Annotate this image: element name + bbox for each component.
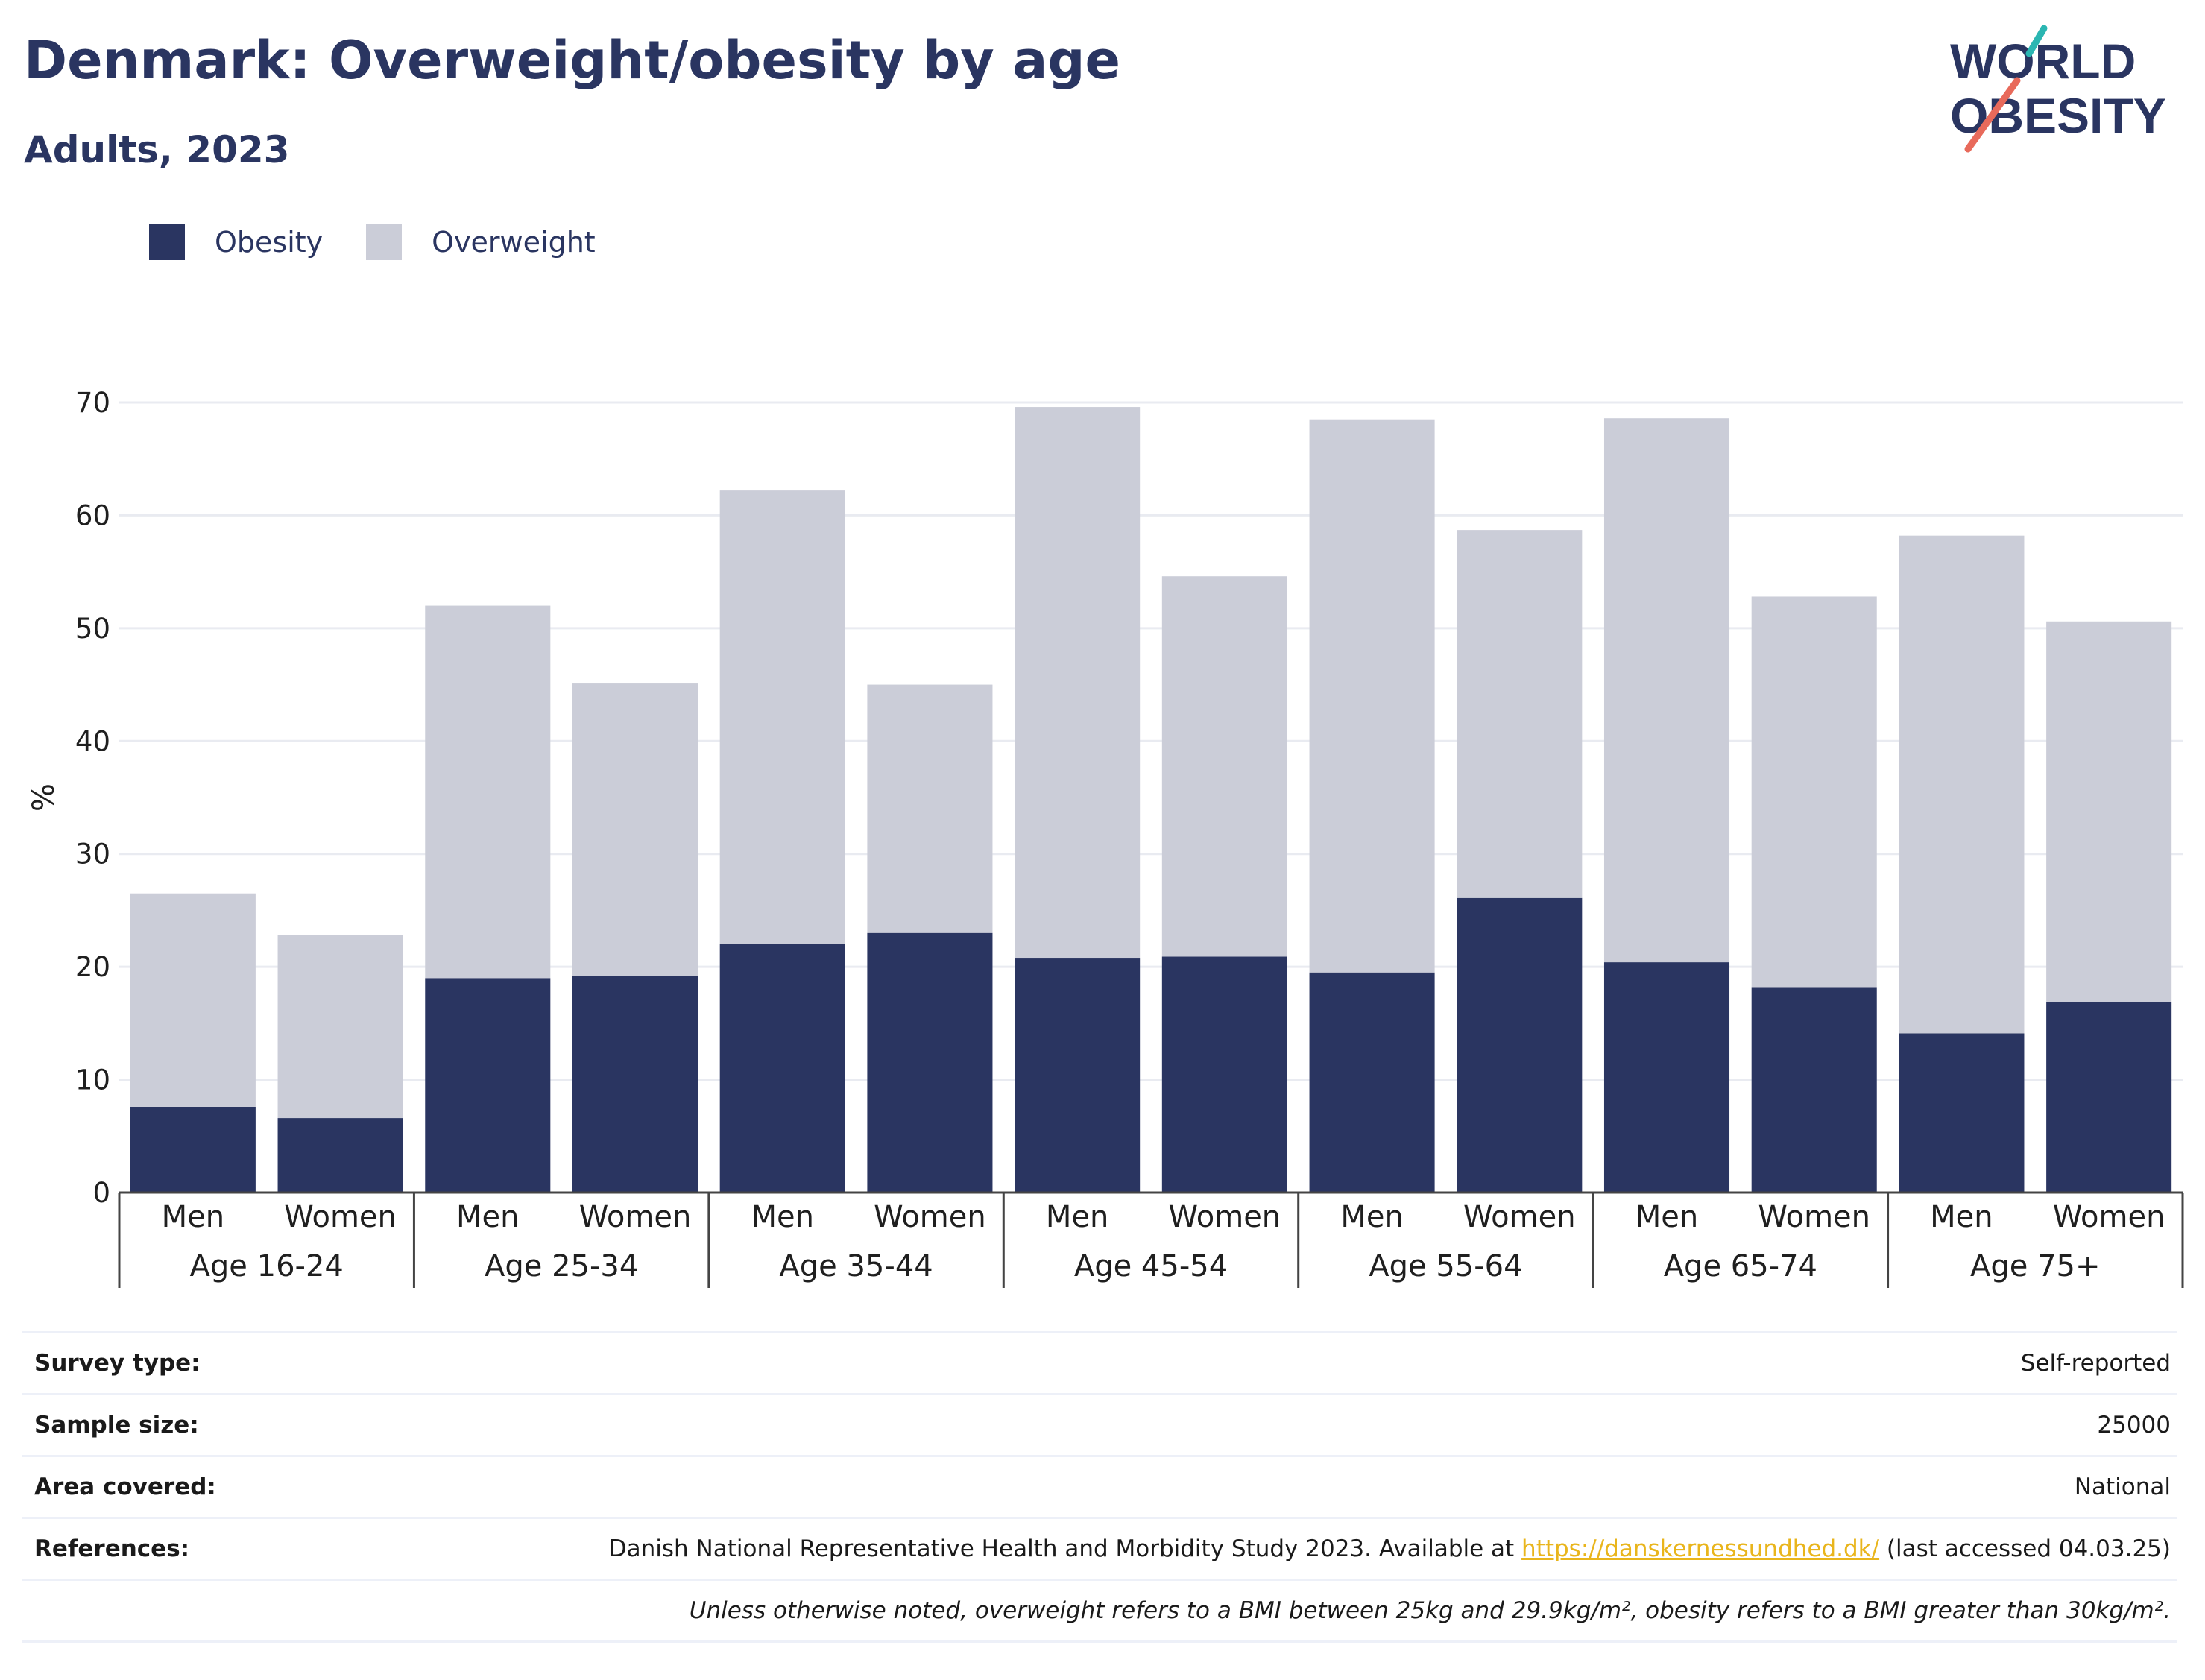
y-tick-label: 50 <box>75 613 110 645</box>
legend-item-overweight[interactable]: Overweight <box>366 224 596 260</box>
bar-obesity <box>2046 1002 2172 1193</box>
logo-slash-coral <box>1964 77 2021 153</box>
survey-type-label: Survey type: <box>34 1350 201 1377</box>
page-title: Denmark: Overweight/obesity by age <box>24 30 1120 91</box>
x-tick-label: Men <box>162 1200 224 1234</box>
bar-obesity <box>719 944 845 1193</box>
sample-size-value: 25000 <box>2097 1412 2171 1439</box>
y-tick-label: 0 <box>92 1177 110 1209</box>
bar-obesity <box>1603 962 1730 1193</box>
bar-obesity <box>277 1118 403 1193</box>
bar-obesity <box>1457 897 1583 1193</box>
bar-overweight <box>2046 621 2172 1002</box>
legend-label-overweight: Overweight <box>432 226 596 259</box>
survey-type-value: Self-reported <box>2020 1350 2171 1377</box>
bar-overweight <box>1603 418 1730 963</box>
legend-swatch-overweight <box>366 224 403 260</box>
bar-obesity <box>572 976 698 1193</box>
bar-obesity <box>425 978 551 1193</box>
bar-obesity <box>1899 1033 2025 1193</box>
x-tick-label: Men <box>1046 1200 1108 1234</box>
x-tick-label: Men <box>1930 1200 1993 1234</box>
x-tick-label: Men <box>751 1200 813 1234</box>
y-tick-label: 30 <box>75 839 110 871</box>
bar-obesity <box>1161 956 1287 1193</box>
x-tick-label: Women <box>579 1200 692 1234</box>
area-value: National <box>2074 1474 2171 1500</box>
info-row-note: Unless otherwise noted, overweight refer… <box>22 1581 2177 1643</box>
x-group-label: Age 65-74 <box>1664 1249 1817 1283</box>
chart-legend: Obesity Overweight <box>149 222 639 262</box>
references-label: References: <box>34 1535 190 1562</box>
x-tick-label: Women <box>1463 1200 1576 1234</box>
info-row-area: Area covered: National <box>22 1457 2177 1519</box>
legend-item-obesity[interactable]: Obesity <box>149 224 323 260</box>
y-tick-label: 10 <box>75 1064 110 1096</box>
x-tick-label: Women <box>2053 1200 2165 1234</box>
bar-obesity <box>1309 972 1435 1193</box>
definition-note: Unless otherwise noted, overweight refer… <box>689 1597 2171 1624</box>
x-tick-label: Men <box>1340 1200 1403 1234</box>
x-tick-label: Women <box>1758 1200 1870 1234</box>
legend-swatch-obesity <box>149 224 185 260</box>
info-row-references: References: Danish National Representati… <box>22 1519 2177 1581</box>
x-tick-label: Men <box>456 1200 519 1234</box>
info-row-sample-size: Sample size: 25000 <box>22 1395 2177 1457</box>
references-suffix: (last accessed 04.03.25) <box>1879 1535 2171 1562</box>
bar-overweight <box>130 893 256 1107</box>
page-subtitle: Adults, 2023 <box>24 128 290 171</box>
bar-overweight <box>1161 576 1287 957</box>
bar-chart: 0 10 20 30 40 50 60 70% Men Women Men Women Men Women… <box>27 387 2184 1288</box>
bar-overweight <box>1899 535 2025 1034</box>
bar-obesity <box>1015 958 1141 1193</box>
area-label: Area covered: <box>34 1474 216 1500</box>
x-tick-label: Women <box>1169 1200 1281 1234</box>
y-tick-label: 70 <box>75 387 110 419</box>
bar-overweight <box>1309 419 1435 973</box>
logo-line2: OBESITY <box>1950 88 2166 143</box>
x-tick-label: Men <box>1635 1200 1698 1234</box>
bar-overweight <box>572 683 698 976</box>
sample-size-label: Sample size: <box>34 1412 199 1439</box>
bar-obesity <box>867 932 993 1193</box>
x-tick-label: Women <box>874 1200 986 1234</box>
references-prefix: Danish National Representative Health an… <box>608 1535 1522 1562</box>
legend-label-obesity: Obesity <box>215 226 324 259</box>
logo-line1: WORLD <box>1950 34 2136 89</box>
x-group-label: Age 25-34 <box>485 1249 638 1283</box>
bar-overweight <box>719 490 845 944</box>
info-table: Survey type: Self-reported Sample size: … <box>22 1331 2177 1643</box>
bar-overweight <box>1015 407 1141 959</box>
x-group-label: Age 45-54 <box>1074 1249 1228 1283</box>
bar-overweight <box>1457 530 1583 898</box>
bar-overweight <box>1751 596 1877 988</box>
y-tick-label: 40 <box>75 725 110 757</box>
references-value: Danish National Representative Health an… <box>609 1535 2177 1562</box>
info-row-survey-type: Survey type: Self-reported <box>22 1331 2177 1395</box>
logo-slash-teal <box>2025 25 2048 57</box>
bar-obesity <box>1751 987 1877 1193</box>
world-obesity-logo: WORLD OBESITY <box>1950 25 2166 153</box>
references-link[interactable]: https://danskernessundhed.dk/ <box>1521 1535 1880 1562</box>
x-tick-label: Women <box>284 1200 397 1234</box>
bar-obesity <box>130 1106 256 1193</box>
y-axis-label: % <box>27 783 61 812</box>
x-group-label: Age 55-64 <box>1369 1249 1522 1283</box>
y-tick-label: 60 <box>75 499 110 531</box>
bar-overweight <box>277 935 403 1119</box>
bar-overweight <box>425 605 551 979</box>
x-group-label: Age 16-24 <box>190 1249 344 1283</box>
bar-overweight <box>867 684 993 933</box>
y-tick-label: 20 <box>75 951 110 983</box>
x-group-label: Age 75+ <box>1970 1249 2101 1283</box>
x-group-label: Age 35-44 <box>779 1249 933 1283</box>
